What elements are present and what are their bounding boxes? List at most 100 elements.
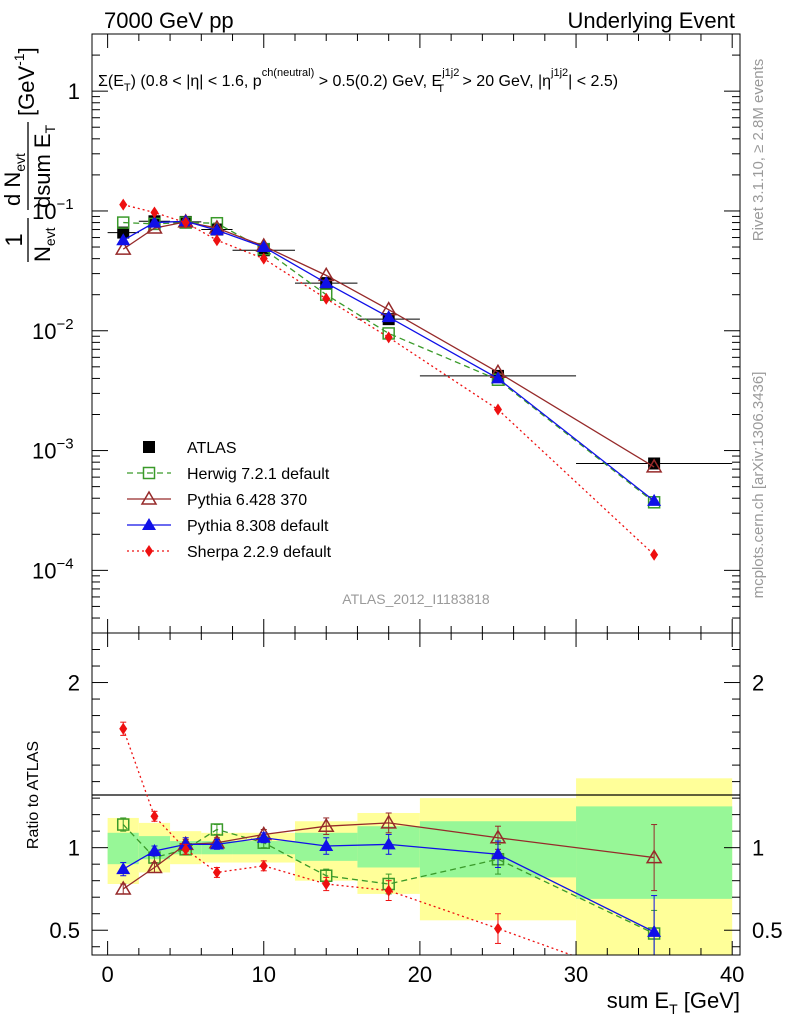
ratio-y-label: Ratio to ATLAS	[25, 741, 42, 849]
point-herwig	[116, 216, 130, 229]
axis-tick-labels: 0 10 20 30 40 1 10−1 10−2 10−3 10−4 0.5 0.5 1 1 2 2	[32, 79, 783, 987]
point-pythia6	[114, 240, 132, 255]
y-tick-label: 10−3	[32, 436, 74, 464]
y-axis-label: 1 Nevt d Nevt dsum ET [GeV-1]	[0, 47, 58, 262]
ratio-point-sherpa	[322, 877, 331, 890]
ratio-point-sherpa	[259, 859, 268, 872]
point-sherpa	[181, 216, 190, 229]
ratio-point-pythia8	[647, 924, 662, 937]
band-inner	[107, 832, 139, 865]
y-tick-label: 1	[68, 79, 80, 104]
cut-label-part3: > 20 GeV, |η	[458, 73, 551, 90]
ratio-bands	[107, 778, 733, 955]
cut-label-eta-sup: j1j2	[550, 67, 568, 79]
ratio-point-pythia8	[381, 837, 396, 850]
header-left: 7000 GeV pp	[104, 8, 234, 33]
x-tick-label: 0	[101, 962, 113, 987]
point-pythia8	[256, 240, 271, 253]
header-right: Underlying Event	[567, 8, 735, 33]
ratio-y-tick-label: 1	[68, 836, 80, 861]
legend-label-atlas: ATLAS	[187, 440, 237, 457]
cut-label-part4: | < 2.5)	[568, 73, 618, 90]
y-label-dsum: dsum ET	[30, 124, 58, 208]
ratio-point-pythia6	[146, 858, 163, 874]
point-sherpa	[212, 234, 221, 247]
point-pythia8	[147, 215, 162, 228]
point-sherpa	[322, 292, 331, 305]
point-pythia8	[209, 223, 224, 236]
ratio-point-sherpa	[119, 722, 128, 735]
series-atlas	[107, 215, 733, 470]
point-sherpa	[384, 331, 393, 344]
y-tick-label: 10−1	[32, 196, 74, 224]
point-pythia8	[116, 233, 131, 246]
legend-marker-pythia6	[140, 490, 158, 505]
cut-label-part1: ) (0.8 < |η| < 1.6, p	[131, 73, 262, 90]
ratio-y-tick-label-right: 1	[752, 836, 764, 861]
y-label-nevt: Nevt	[30, 227, 58, 262]
y-label-unit: [GeV-1]	[11, 47, 39, 116]
y-tick-label: 10−4	[32, 555, 74, 583]
point-sherpa	[150, 206, 159, 219]
legend-entry: Pythia 8.308 default	[127, 518, 329, 535]
legend-label-sherpa: Sherpa 2.2.9 default	[187, 544, 332, 561]
point-sherpa	[650, 548, 659, 561]
legend-entry: ATLAS	[143, 440, 237, 457]
ratio-point-sherpa	[181, 843, 190, 856]
legend-marker-sherpa	[145, 545, 153, 557]
ratio-point-pythia8	[256, 830, 271, 843]
legend-entry: Herwig 7.2.1 default	[127, 466, 330, 483]
ratio-point-pythia8	[319, 839, 334, 852]
ratio-point-pythia8	[116, 862, 131, 875]
series-pythia6	[114, 213, 663, 473]
legend-marker-atlas	[143, 441, 155, 453]
series-pythia8	[116, 214, 662, 506]
ratio-y-tick-label: 0.5	[49, 918, 80, 943]
legend-entry: Sherpa 2.2.9 default	[127, 544, 332, 561]
legend-entry: Pythia 6.428 370	[127, 490, 307, 509]
ratio-point-sherpa	[150, 810, 159, 823]
ratio-series-sherpa	[119, 721, 574, 955]
rivet-label: Rivet 3.1.10, ≥ 2.8M events	[750, 59, 767, 242]
cut-label-e-sub: T	[437, 83, 444, 95]
x-axis-label: sum ET [GeV]	[607, 988, 740, 1017]
ratio-plot	[114, 721, 663, 955]
y-label-dn: d Nevt	[0, 153, 28, 206]
series-line-pythia6	[122, 221, 655, 468]
point-pythia8	[381, 310, 396, 323]
point-sherpa	[119, 198, 128, 211]
cut-label-part2: > 0.5(0.2) GeV, E	[314, 73, 442, 90]
series-line-herwig	[123, 221, 655, 503]
legend-marker-pythia8	[142, 518, 156, 530]
ratio-frame	[91, 632, 741, 956]
point-sherpa	[493, 403, 502, 416]
series-herwig	[116, 216, 661, 509]
ratio-point-herwig	[116, 818, 130, 831]
ratio-y-tick-label: 2	[68, 671, 80, 696]
cut-label-p-sup: ch(neutral)	[262, 67, 315, 79]
series-line-pythia8	[122, 220, 655, 502]
point-sherpa	[259, 252, 268, 265]
legend-label-herwig: Herwig 7.2.1 default	[187, 466, 330, 483]
series-sherpa	[119, 198, 659, 561]
legend: ATLAS Herwig 7.2.1 default Pythia 6.428 37…	[127, 440, 332, 561]
point-pythia8	[490, 371, 505, 384]
ratio-point-sherpa	[384, 884, 393, 897]
analysis-tag: ATLAS_2012_I1183818	[342, 591, 490, 607]
point-atlas	[117, 226, 130, 239]
ratio-point-pythia8	[490, 847, 505, 860]
mcplots-label: mcplots.cern.ch [arXiv:1306.3436]	[750, 372, 767, 599]
y-label-one: 1	[1, 233, 28, 246]
main-plot	[107, 198, 733, 561]
y-tick-label: 10−2	[32, 316, 74, 344]
cut-label: Σ(E T ) (0.8 < |η| < 1.6, pch(neutral) > 0…	[98, 67, 618, 95]
ratio-point-pythia6	[645, 849, 663, 864]
ratio-y-tick-label-right: 0.5	[752, 918, 783, 943]
point-pythia8	[319, 276, 334, 289]
ratio-point-sherpa	[212, 866, 221, 879]
legend-label-pythia6: Pythia 6.428 370	[187, 492, 307, 509]
legend-label-pythia8: Pythia 8.308 default	[187, 518, 329, 535]
cut-label-sigma: Σ(E	[98, 73, 124, 90]
legend-marker-herwig	[142, 466, 156, 480]
